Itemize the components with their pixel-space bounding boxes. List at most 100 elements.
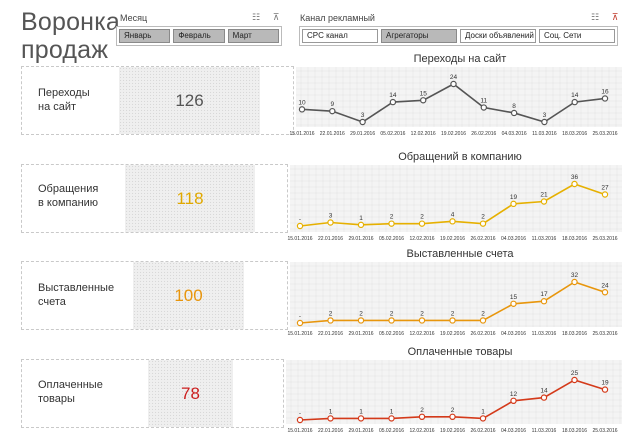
x-tick-label: 04.03.2016	[501, 428, 526, 434]
clear-filter-icon[interactable]: ⊼	[611, 12, 619, 22]
x-tick-label: 05.02.2016	[379, 428, 404, 434]
data-point	[298, 106, 306, 113]
data-point	[540, 198, 548, 205]
data-point	[296, 319, 304, 327]
x-tick-label: 04.03.2016	[501, 236, 526, 242]
data-point	[450, 80, 457, 88]
data-point	[601, 191, 609, 198]
x-tick-label: 15.01.2016	[287, 428, 312, 434]
data-point	[571, 376, 578, 384]
data-label: 2	[420, 310, 424, 317]
chart-plot-area	[286, 360, 622, 424]
data-point	[449, 413, 456, 420]
kpi-value-paid: 78	[181, 383, 200, 403]
x-tick-label: 25.03.2016	[592, 131, 617, 137]
data-label: 27	[601, 185, 609, 192]
channel-option-aggregators[interactable]: Агрегаторы	[381, 29, 457, 43]
data-label: 19	[601, 380, 609, 387]
month-filter-tools: ☷ ⊼	[251, 12, 281, 23]
chart-title-paid: Оплаченные товары	[407, 346, 513, 358]
x-tick-label: 29.01.2016	[348, 428, 373, 434]
data-label: -	[299, 216, 301, 223]
data-label: 1	[359, 215, 363, 222]
data-label: 2	[481, 214, 485, 221]
x-tick-label: 12.02.2016	[411, 131, 436, 137]
chart-title-requests: Обращений в компанию	[398, 151, 522, 163]
x-tick-label: 26.02.2016	[470, 236, 495, 242]
kpi-value-invoices: 100	[174, 285, 203, 305]
kpi-value-area-visits: 126	[119, 67, 260, 134]
data-label: 19	[510, 194, 518, 201]
select-options-icon[interactable]: ☷	[590, 12, 600, 22]
data-label: 8	[512, 103, 516, 110]
x-tick-label: 12.02.2016	[409, 331, 434, 337]
data-point	[418, 413, 426, 420]
line-chart-requests: - 15.01.2016 3 22.01.2016 1 29.01.2016 2 05.02.…	[287, 165, 622, 242]
data-point	[540, 298, 548, 305]
channel-option-boards[interactable]: Доски объявлений	[460, 29, 536, 43]
data-point	[329, 107, 336, 115]
data-label: 25	[571, 370, 579, 377]
data-label: 2	[420, 407, 424, 414]
data-label: 24	[601, 282, 609, 289]
x-tick-label: 18.03.2016	[562, 236, 587, 242]
x-tick-label: 19.02.2016	[441, 131, 466, 137]
month-option-mar[interactable]: Март	[227, 29, 279, 43]
data-label: 14	[571, 92, 579, 99]
data-point	[418, 220, 426, 227]
data-point	[571, 278, 578, 286]
x-tick-label: 15.01.2016	[289, 131, 314, 137]
data-point	[357, 317, 365, 324]
x-tick-label: 18.03.2016	[562, 428, 587, 434]
chart-title-visits: Переходы на сайт	[413, 53, 507, 65]
data-point	[388, 415, 395, 422]
month-option-feb[interactable]: Февраль	[173, 29, 225, 43]
data-label: 24	[450, 74, 458, 81]
data-point	[389, 98, 397, 106]
data-label: 2	[481, 310, 485, 317]
clear-filter-icon[interactable]: ⊼	[272, 12, 280, 22]
channel-option-social[interactable]: Соц. Сети	[539, 29, 615, 43]
x-tick-label: 22.01.2016	[320, 131, 345, 137]
data-point	[601, 95, 609, 102]
data-point	[480, 104, 487, 111]
data-point	[327, 317, 334, 324]
line-chart-visits: 10 15.01.2016 9 22.01.2016 3 29.01.2016 14 05.0…	[289, 67, 622, 137]
data-point	[510, 200, 517, 208]
data-label: 2	[329, 310, 333, 317]
data-label: 36	[571, 174, 579, 181]
x-tick-label: 11.03.2016	[532, 428, 557, 434]
data-point	[479, 415, 487, 422]
data-label: 15	[420, 90, 428, 97]
x-tick-label: 25.03.2016	[592, 236, 617, 242]
month-option-jan[interactable]: Январь	[119, 29, 171, 43]
data-point	[540, 394, 548, 401]
data-label: 2	[420, 214, 424, 221]
data-point	[420, 97, 427, 104]
kpi-value-area-invoices: 100	[133, 262, 244, 329]
x-tick-label: 22.01.2016	[318, 236, 343, 242]
kpi-label-requests: Обращения в компанию	[38, 183, 99, 209]
data-point	[327, 219, 334, 226]
kpi-label-visits: Переходы на сайт	[38, 87, 90, 113]
data-point	[357, 221, 365, 229]
x-tick-label: 15.01.2016	[287, 236, 312, 242]
data-point	[541, 118, 548, 126]
data-point	[601, 289, 609, 296]
kpi-value-visits: 126	[175, 90, 204, 110]
x-tick-label: 19.02.2016	[440, 428, 465, 434]
data-point	[388, 317, 395, 324]
title-line-1: Воронка	[21, 8, 120, 36]
data-label: 17	[540, 291, 548, 298]
data-label: -	[299, 313, 301, 320]
data-label: 2	[390, 214, 394, 221]
kpi-label-invoices: Выставленные счета	[38, 282, 115, 308]
month-filter-label: Месяц	[120, 13, 148, 23]
x-tick-label: 12.02.2016	[409, 236, 434, 242]
select-options-icon[interactable]: ☷	[251, 12, 261, 22]
channel-option-cpc[interactable]: CPC канал	[302, 29, 378, 43]
title-line-2: продаж	[21, 36, 109, 64]
data-point	[479, 220, 487, 227]
x-tick-label: 25.03.2016	[592, 428, 617, 434]
data-point	[449, 218, 456, 225]
